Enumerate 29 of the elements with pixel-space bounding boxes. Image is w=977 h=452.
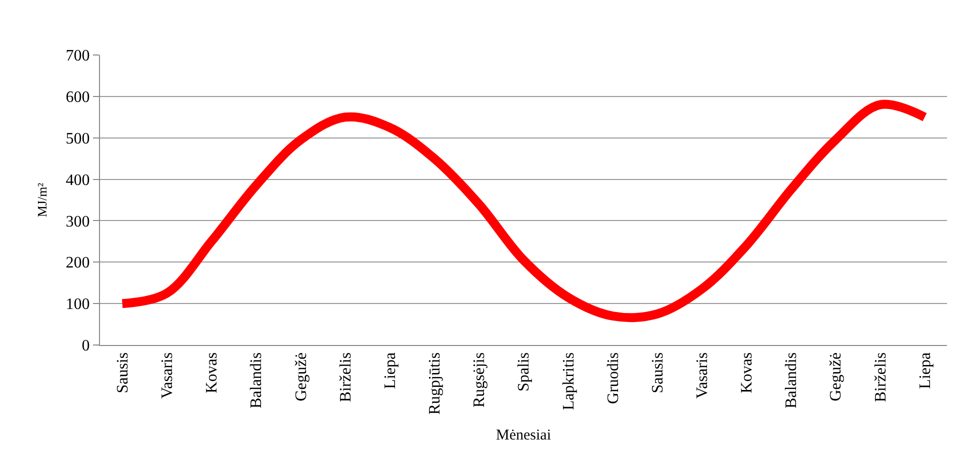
x-tick-label: Kovas: [204, 352, 221, 394]
x-tick-label: Rugpjūtis: [426, 352, 444, 415]
y-tick-label: 500: [66, 130, 90, 148]
x-tick-label: Gruodis: [604, 352, 622, 404]
x-tick-label: Vasaris: [159, 352, 176, 399]
y-tick-label: 300: [66, 213, 90, 230]
y-tick-label: 200: [66, 254, 90, 272]
x-tick-label: Spalis: [516, 352, 533, 392]
x-tick-label: Liepa: [382, 352, 399, 389]
y-axis-title: MJ/m²: [34, 182, 50, 218]
x-tick-label: Rugsėjis: [471, 352, 488, 408]
x-tick-label: Lapkritis: [560, 352, 578, 410]
x-tick-label: Birželis: [872, 352, 890, 402]
x-tick-label: Sausis: [649, 352, 666, 394]
x-tick-label: Balandis: [783, 352, 800, 408]
x-tick-label: Birželis: [337, 352, 354, 402]
x-tick-label: Gegužė: [828, 352, 845, 402]
x-tick-label: Sausis: [114, 352, 132, 394]
x-tick-label: Vasaris: [694, 352, 712, 399]
x-tick-label: Liepa: [916, 352, 934, 389]
y-tick-label: 400: [66, 172, 90, 189]
x-tick-label: Kovas: [738, 352, 756, 394]
x-axis-title: Mėnesiai: [496, 428, 551, 444]
y-tick-label: 700: [66, 48, 90, 65]
x-tick-label: Gegužė: [292, 352, 310, 402]
x-tick-label: Balandis: [248, 352, 266, 408]
y-tick-label: 600: [66, 89, 90, 106]
y-tick-label: 0: [82, 338, 90, 355]
y-tick-label: 100: [66, 296, 90, 314]
